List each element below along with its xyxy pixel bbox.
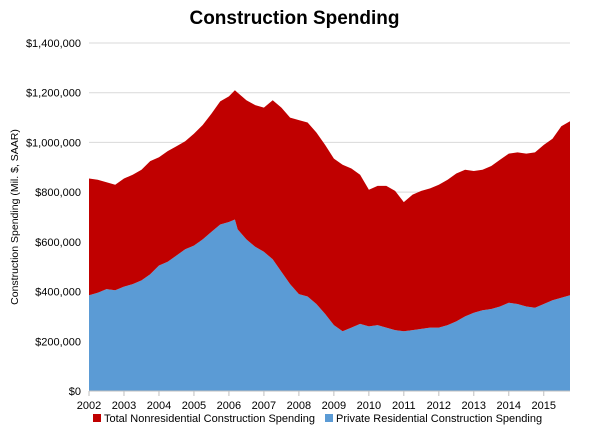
area-series (89, 90, 570, 391)
legend-swatch (325, 414, 333, 422)
x-tick-label: 2007 (252, 400, 276, 412)
x-tick-label: 2002 (77, 400, 101, 412)
y-tick-label: $200,000 (35, 336, 81, 348)
chart-title: Construction Spending (189, 8, 399, 29)
x-tick-labels: 2002 2003 2004 2005 2006 2007 2008 2009 2010 2011… (77, 400, 556, 412)
x-tick-label: 2008 (287, 400, 311, 412)
x-tick-label: 2010 (357, 400, 381, 412)
legend-label: Private Residential Construction Spendin… (336, 413, 542, 425)
y-tick-label: $400,000 (35, 287, 81, 299)
x-tick-label: 2009 (322, 400, 346, 412)
y-axis-label: Construction Spending (Mil. $, SAAR) (9, 129, 21, 305)
legend: Total Nonresidential Construction Spendi… (93, 413, 542, 425)
y-tick-label: $1,200,000 (26, 88, 81, 100)
x-tick-label: 2015 (532, 400, 556, 412)
area-nonresidential (89, 90, 570, 332)
y-tick-label: $800,000 (35, 187, 81, 199)
legend-swatch (93, 414, 101, 422)
y-tick-label: $600,000 (35, 237, 81, 249)
axes (88, 390, 570, 396)
x-tick-label: 2012 (427, 400, 451, 412)
legend-label: Total Nonresidential Construction Spendi… (104, 413, 315, 425)
area-residential (89, 219, 570, 391)
y-tick-label: $0 (69, 386, 81, 398)
y-tick-labels: $0 $200,000 $400,000 $600,000 $800,000 $1,000… (26, 38, 81, 398)
x-tick-label: 2014 (497, 400, 521, 412)
x-tick-label: 2003 (112, 400, 136, 412)
x-tick-label: 2011 (392, 400, 416, 412)
y-tick-label: $1,000,000 (26, 137, 81, 149)
x-tick-label: 2004 (147, 400, 171, 412)
x-tick-label: 2006 (217, 400, 241, 412)
y-tick-label: $1,400,000 (26, 38, 81, 50)
x-tick-label: 2005 (182, 400, 206, 412)
x-tick-label: 2013 (462, 400, 486, 412)
